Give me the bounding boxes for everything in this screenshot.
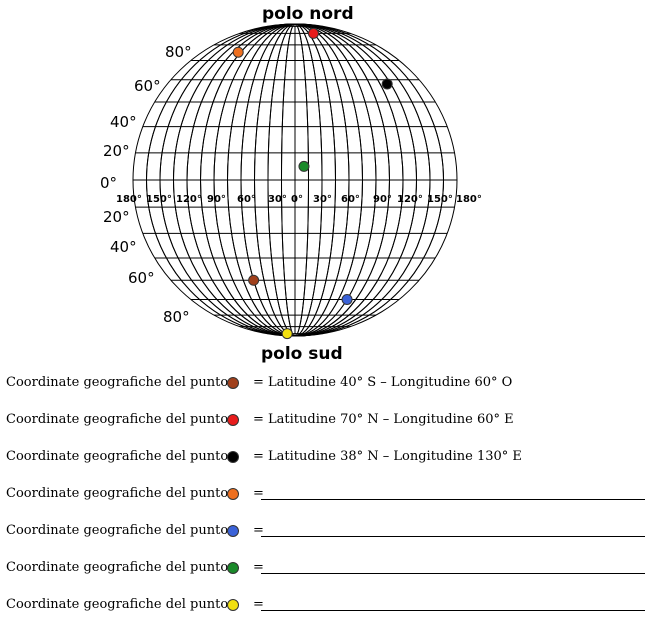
question-prefix: Coordinate geografiche del punto — [6, 523, 229, 538]
south-pole-label: polo sud — [261, 344, 343, 364]
lon-label-e30: 30° — [313, 194, 332, 205]
lon-label-e120: 120° — [397, 194, 423, 205]
lon-label-e180: 180° — [456, 194, 482, 205]
question-prefix: Coordinate geografiche del punto — [6, 597, 229, 612]
point-marker-yellow — [227, 599, 239, 611]
question-row-5: Coordinate geografiche del punto = — [6, 523, 646, 543]
answer-blank-line[interactable] — [261, 499, 645, 500]
lat-label-n20: 20° — [103, 142, 130, 160]
question-row-6: Coordinate geografiche del punto = — [6, 560, 646, 580]
lat-label-s60: 60° — [128, 269, 155, 287]
lat-label-s80: 80° — [163, 308, 190, 326]
answer-blank-line[interactable] — [261, 573, 645, 574]
answer-blank-line[interactable] — [261, 536, 645, 537]
lon-label-e60: 60° — [341, 194, 360, 205]
question-row-2: Coordinate geografiche del punto = Latit… — [6, 412, 646, 432]
question-row-3: Coordinate geografiche del punto = Latit… — [6, 449, 646, 469]
lon-label-w150: 150° — [146, 194, 172, 205]
answer-text: = — [253, 560, 264, 575]
globe-point-orange — [232, 46, 244, 58]
globe-point-brown — [248, 274, 260, 286]
question-prefix: Coordinate geografiche del punto — [6, 449, 229, 464]
answer-text: = — [253, 597, 264, 612]
point-marker-red — [227, 414, 239, 426]
lat-label-s20: 20° — [103, 208, 130, 226]
question-prefix: Coordinate geografiche del punto — [6, 375, 229, 390]
lat-label-n60: 60° — [134, 77, 161, 95]
answer-text: = — [253, 486, 264, 501]
answer-blank-line[interactable] — [261, 610, 645, 611]
point-marker-green — [227, 562, 239, 574]
globe-diagram: polo nord 80° 60° 40° 20° 0° 20° 40° 60°… — [100, 4, 482, 364]
lon-label-w60: 60° — [237, 194, 256, 205]
question-prefix: Coordinate geografiche del punto — [6, 412, 229, 427]
lat-label-n80: 80° — [165, 43, 192, 61]
question-row-1: Coordinate geografiche del punto = Latit… — [6, 375, 646, 395]
lon-label-w90: 90° — [207, 194, 226, 205]
question-row-4: Coordinate geografiche del punto = — [6, 486, 646, 506]
lon-label-w30: 30° — [268, 194, 287, 205]
lon-label-e90: 90° — [373, 194, 392, 205]
answer-text: = Latitudine 38° N – Longitudine 130° E — [253, 449, 522, 464]
lon-label-e150: 150° — [427, 194, 453, 205]
lon-label-0: 0° — [291, 194, 303, 205]
lon-label-w120: 120° — [176, 194, 202, 205]
lat-label-s40: 40° — [110, 238, 137, 256]
question-prefix: Coordinate geografiche del punto — [6, 560, 229, 575]
answer-text: = — [253, 523, 264, 538]
lat-label-equator: 0° — [100, 174, 118, 192]
lat-label-n40: 40° — [110, 113, 137, 131]
point-marker-orange — [227, 488, 239, 500]
globe-point-red — [307, 27, 319, 39]
meridian-line — [146, 23, 444, 337]
globe-point-black — [381, 78, 393, 90]
point-marker-black — [227, 451, 239, 463]
globe-point-blue — [341, 294, 353, 306]
point-marker-brown — [227, 377, 239, 389]
question-prefix: Coordinate geografiche del punto — [6, 486, 229, 501]
answer-text: = Latitudine 40° S – Longitudine 60° O — [253, 375, 513, 390]
globe-grid — [132, 23, 458, 340]
globe-point-yellow — [281, 328, 293, 340]
question-row-7: Coordinate geografiche del punto = — [6, 597, 646, 617]
lon-label-w180: 180° — [116, 194, 142, 205]
answer-text: = Latitudine 70° N – Longitudine 60° E — [253, 412, 514, 427]
globe-point-green — [298, 160, 310, 172]
point-marker-blue — [227, 525, 239, 537]
north-pole-label: polo nord — [262, 4, 354, 24]
